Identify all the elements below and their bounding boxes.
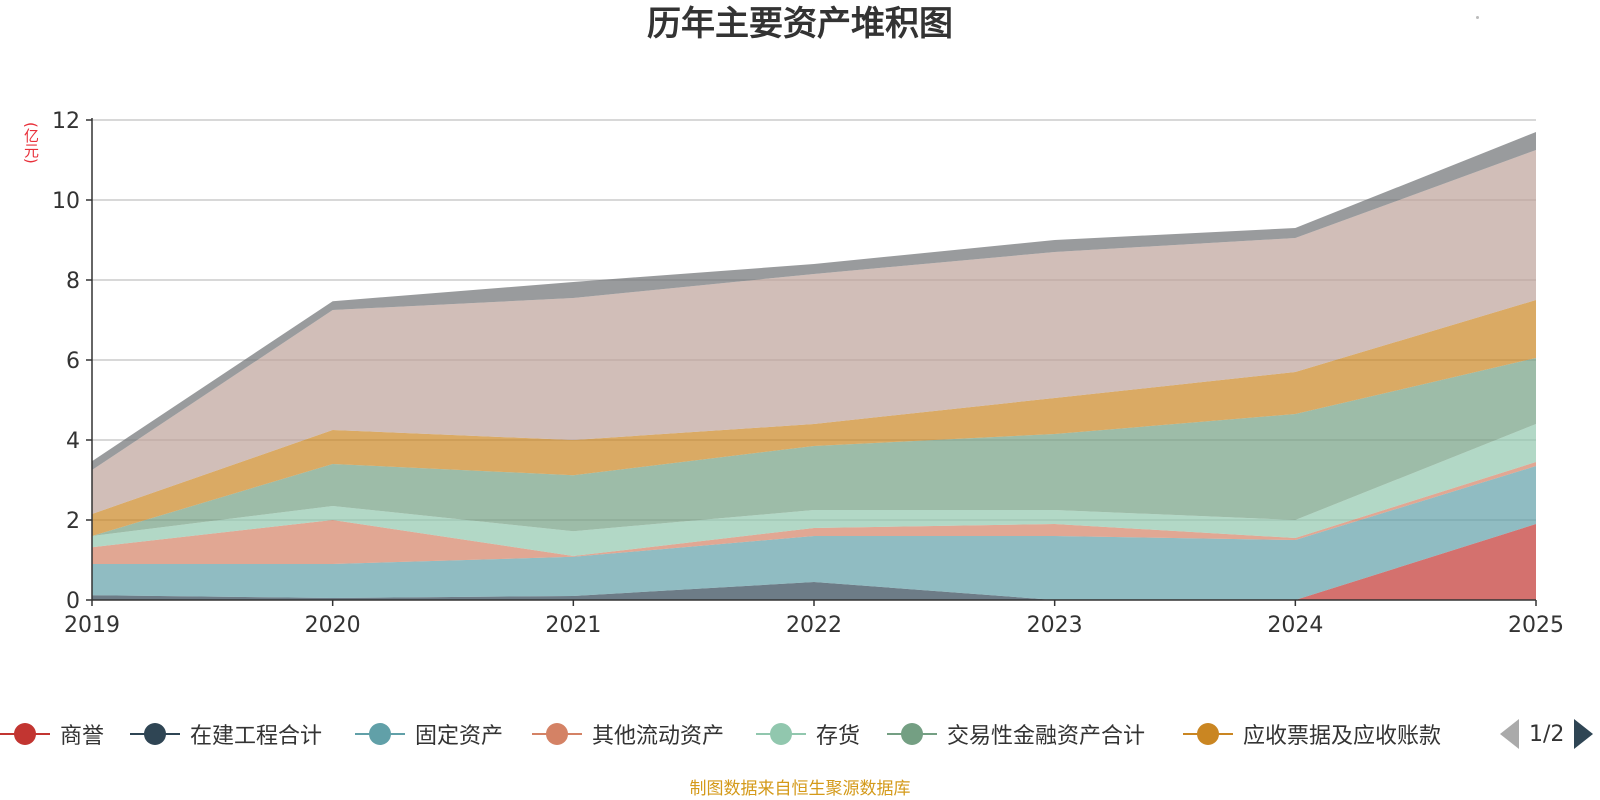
legend-overflow-dot bbox=[1476, 16, 1479, 19]
x-tick-label-2022: 2022 bbox=[786, 613, 842, 638]
area-series-3 bbox=[92, 462, 1536, 564]
area-series-5 bbox=[92, 358, 1536, 536]
legend-item-0[interactable]: 商誉 bbox=[0, 716, 104, 752]
legend-prev-page-button[interactable] bbox=[1500, 719, 1519, 749]
y-tick-label-4: 4 bbox=[66, 429, 80, 454]
x-tick-label-2025: 2025 bbox=[1508, 613, 1564, 638]
area-series-2 bbox=[92, 466, 1536, 600]
area-series-7 bbox=[92, 150, 1536, 514]
area-series-1 bbox=[92, 524, 1536, 600]
legend-item-label: 在建工程合计 bbox=[190, 724, 323, 749]
legend-item-label: 固定资产 bbox=[415, 724, 504, 749]
y-tick-label-10: 10 bbox=[52, 189, 80, 214]
y-tick-label-6: 6 bbox=[66, 349, 80, 374]
x-tick-label-2021: 2021 bbox=[545, 613, 601, 638]
legend-item-4[interactable]: 存货 bbox=[756, 716, 860, 752]
legend-pager: 1/2 bbox=[1500, 718, 1594, 750]
y-tick-label-2: 2 bbox=[66, 509, 80, 534]
area-series-0 bbox=[92, 524, 1536, 600]
legend-item-6[interactable]: 应收票据及应收账款 bbox=[1183, 716, 1441, 752]
legend-marker-icon bbox=[887, 716, 937, 752]
area-series-8 bbox=[92, 132, 1536, 470]
stacked-area-chart: 0 2 4 6 8 10 12 2019 2020 2021 2022 2023 2024 2025 bbox=[52, 109, 1564, 638]
legend-item-label: 商誉 bbox=[60, 724, 105, 749]
legend-item-label: 应收票据及应收账款 bbox=[1243, 724, 1442, 749]
legend-item-1[interactable]: 在建工程合计 bbox=[130, 716, 322, 752]
legend-page-indicator: 1/2 bbox=[1529, 721, 1565, 747]
data-source-note: 制图数据来自恒生聚源数据库 bbox=[689, 779, 911, 799]
y-tick-label-12: 12 bbox=[52, 109, 80, 134]
x-tick-label-2023: 2023 bbox=[1027, 613, 1083, 638]
legend-item-label: 其他流动资产 bbox=[592, 724, 725, 749]
x-tick-label-2020: 2020 bbox=[305, 613, 361, 638]
area-series-4 bbox=[92, 424, 1536, 556]
legend: 商誉 在建工程合计 固定资产 其他流动资产 存货 交易性金融资产合计 应收票据及应收账款 bbox=[0, 716, 1600, 752]
legend-marker-icon bbox=[0, 716, 50, 752]
legend-marker-icon bbox=[1183, 716, 1233, 752]
y-axis-unit-label: (亿元) bbox=[22, 122, 40, 164]
legend-item-5[interactable]: 交易性金融资产合计 bbox=[887, 716, 1145, 752]
legend-item-2[interactable]: 固定资产 bbox=[355, 716, 503, 752]
y-tick-label-0: 0 bbox=[66, 589, 80, 614]
x-tick-label-2024: 2024 bbox=[1267, 613, 1323, 638]
legend-item-3[interactable]: 其他流动资产 bbox=[532, 716, 724, 752]
chart-title: 历年主要资产堆积图 bbox=[647, 4, 953, 44]
legend-next-page-button[interactable] bbox=[1574, 719, 1594, 749]
legend-marker-icon bbox=[532, 716, 582, 752]
x-tick-label-2019: 2019 bbox=[64, 613, 120, 638]
legend-marker-icon bbox=[355, 716, 405, 752]
legend-marker-icon bbox=[130, 716, 180, 752]
area-series bbox=[92, 132, 1536, 600]
legend-marker-icon bbox=[756, 716, 806, 752]
axes: 0 2 4 6 8 10 12 2019 2020 2021 2022 2023 2024 2025 bbox=[52, 109, 1564, 638]
y-tick-label-8: 8 bbox=[66, 269, 80, 294]
legend-item-label: 存货 bbox=[816, 724, 861, 749]
legend-item-label: 交易性金融资产合计 bbox=[947, 724, 1146, 749]
